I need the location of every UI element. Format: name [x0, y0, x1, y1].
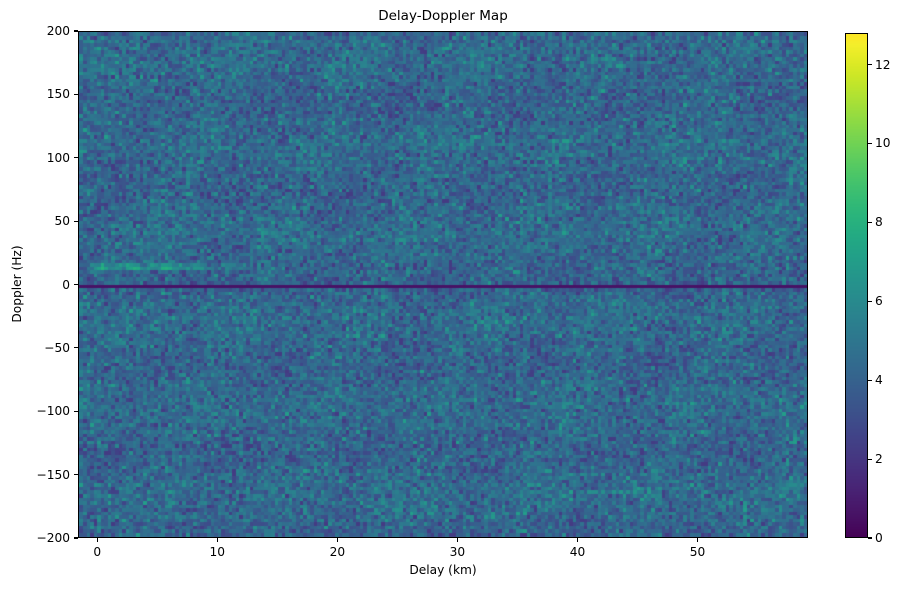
y-tick-mark	[74, 220, 78, 222]
y-tick-mark	[74, 93, 78, 95]
colorbar-tick-label: 4	[875, 373, 883, 388]
x-tick-label: 50	[689, 545, 706, 559]
x-tick-label: 0	[93, 545, 102, 559]
delay-doppler-heatmap	[79, 32, 807, 537]
chart-title: Delay-Doppler Map	[378, 8, 508, 24]
x-tick-label: 30	[449, 545, 466, 559]
colorbar-tick-mark	[868, 221, 872, 223]
y-tick-label: 150	[46, 87, 70, 102]
y-tick-label: −200	[36, 531, 70, 545]
x-tick-mark	[336, 538, 338, 542]
y-tick-label: −100	[36, 404, 70, 419]
x-tick-label: 20	[329, 545, 346, 559]
y-axis-label: Doppler (Hz)	[10, 245, 24, 323]
colorbar-tick-mark	[868, 537, 872, 539]
y-tick-label: 0	[62, 277, 70, 292]
y-tick-label: −50	[44, 340, 70, 355]
colorbar	[845, 33, 868, 538]
colorbar-gradient	[846, 34, 867, 537]
x-tick-label: 10	[209, 545, 226, 559]
colorbar-tick-mark	[868, 458, 872, 460]
y-tick-label: 100	[46, 150, 70, 165]
x-tick-mark	[696, 538, 699, 542]
y-tick-mark	[74, 537, 78, 539]
x-tick-label: 40	[569, 545, 586, 559]
y-tick-mark	[74, 157, 78, 159]
colorbar-tick-label: 0	[875, 531, 883, 545]
colorbar-tick-label: 10	[875, 136, 891, 151]
x-tick-mark	[456, 538, 458, 542]
colorbar-tick-label: 6	[875, 294, 883, 309]
y-tick-label: 50	[54, 214, 70, 229]
colorbar-tick-mark	[868, 142, 872, 144]
y-tick-label: 200	[46, 24, 70, 38]
y-tick-mark	[74, 410, 78, 412]
y-tick-label: −150	[36, 467, 70, 482]
y-tick-mark	[74, 347, 78, 349]
x-axis-label: Delay (km)	[409, 563, 477, 577]
colorbar-tick-mark	[868, 64, 872, 66]
x-tick-mark	[576, 538, 579, 542]
colorbar-tick-mark	[868, 379, 872, 381]
x-tick-mark	[96, 538, 98, 542]
colorbar-tick-mark	[868, 300, 872, 302]
heatmap-axes	[78, 31, 808, 538]
y-tick-mark	[74, 474, 78, 476]
colorbar-tick-label: 2	[875, 452, 883, 467]
y-tick-mark	[74, 30, 78, 32]
colorbar-tick-label: 8	[875, 215, 883, 230]
x-tick-mark	[216, 538, 218, 542]
colorbar-tick-label: 12	[875, 57, 891, 72]
y-tick-mark	[74, 283, 78, 286]
